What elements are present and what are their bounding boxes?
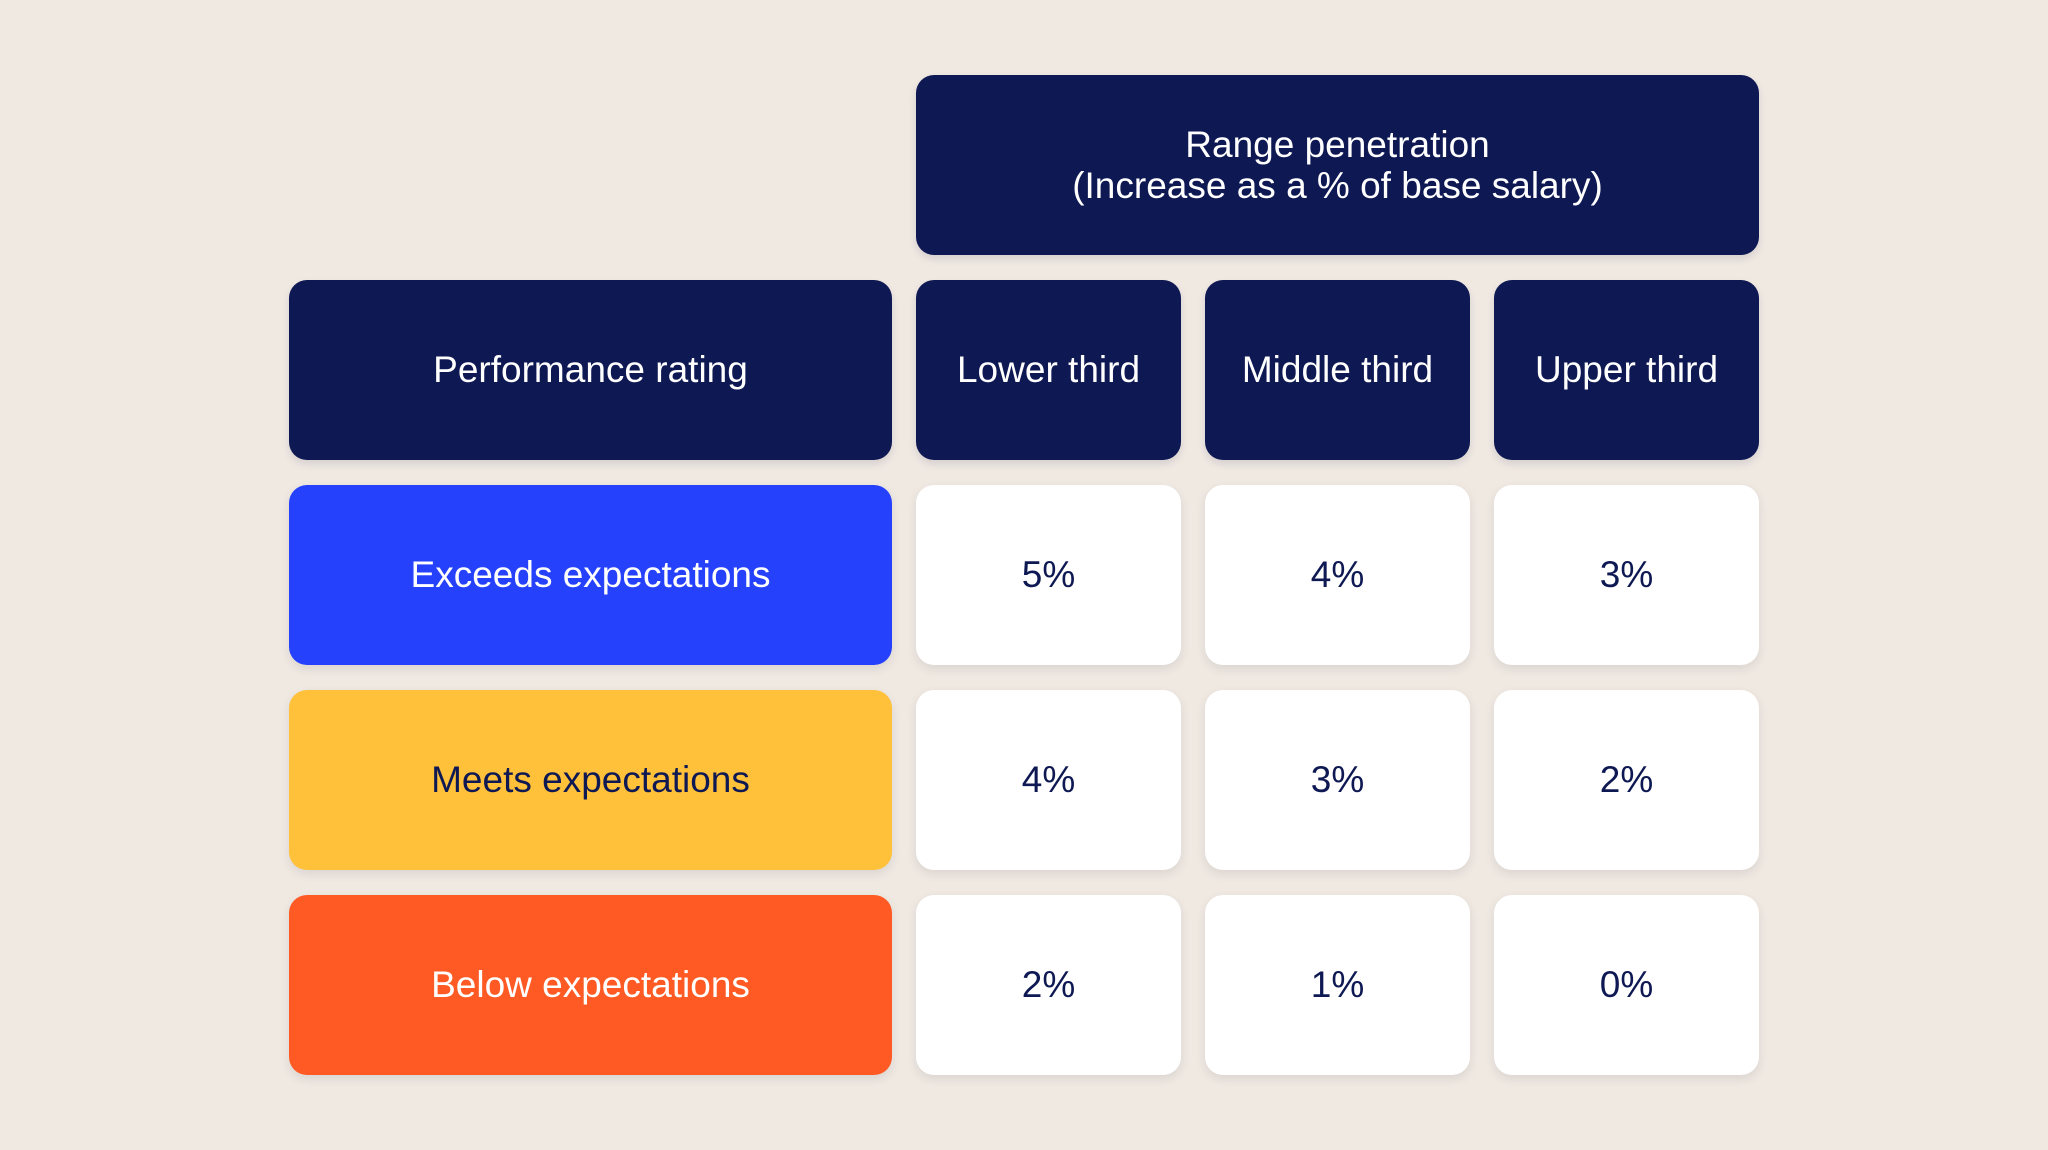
- row-label-text: Below expectations: [431, 964, 750, 1006]
- value-cell: 5%: [916, 485, 1181, 665]
- value-text: 4%: [1310, 554, 1365, 596]
- value-text: 0%: [1599, 964, 1654, 1006]
- value-cell: 1%: [1205, 895, 1470, 1075]
- value-cell: 2%: [916, 895, 1181, 1075]
- column-header-upper-third: Upper third: [1494, 280, 1759, 460]
- value-cell: 2%: [1494, 690, 1759, 870]
- value-text: 2%: [1599, 759, 1654, 801]
- value-text: 1%: [1310, 964, 1365, 1006]
- range-penetration-subtitle: (Increase as a % of base salary): [1072, 165, 1603, 206]
- column-header-label: Lower third: [956, 349, 1141, 391]
- performance-rating-header: Performance rating: [289, 280, 892, 460]
- value-text: 5%: [1021, 554, 1076, 596]
- value-text: 4%: [1021, 759, 1076, 801]
- value-cell: 0%: [1494, 895, 1759, 1075]
- performance-rating-label: Performance rating: [433, 349, 748, 391]
- row-label-below: Below expectations: [289, 895, 892, 1075]
- value-cell: 3%: [1494, 485, 1759, 665]
- row-label-text: Meets expectations: [431, 759, 750, 801]
- range-penetration-header: Range penetration (Increase as a % of ba…: [916, 75, 1759, 255]
- row-label-meets: Meets expectations: [289, 690, 892, 870]
- value-cell: 4%: [916, 690, 1181, 870]
- row-label-text: Exceeds expectations: [410, 554, 771, 596]
- range-penetration-title: Range penetration: [1185, 123, 1490, 165]
- row-label-exceeds: Exceeds expectations: [289, 485, 892, 665]
- column-header-label: Middle third: [1241, 349, 1434, 391]
- value-cell: 3%: [1205, 690, 1470, 870]
- value-text: 3%: [1599, 554, 1654, 596]
- value-cell: 4%: [1205, 485, 1470, 665]
- column-header-lower-third: Lower third: [916, 280, 1181, 460]
- value-text: 3%: [1310, 759, 1365, 801]
- column-header-middle-third: Middle third: [1205, 280, 1470, 460]
- column-header-label: Upper third: [1534, 349, 1719, 391]
- value-text: 2%: [1021, 964, 1076, 1006]
